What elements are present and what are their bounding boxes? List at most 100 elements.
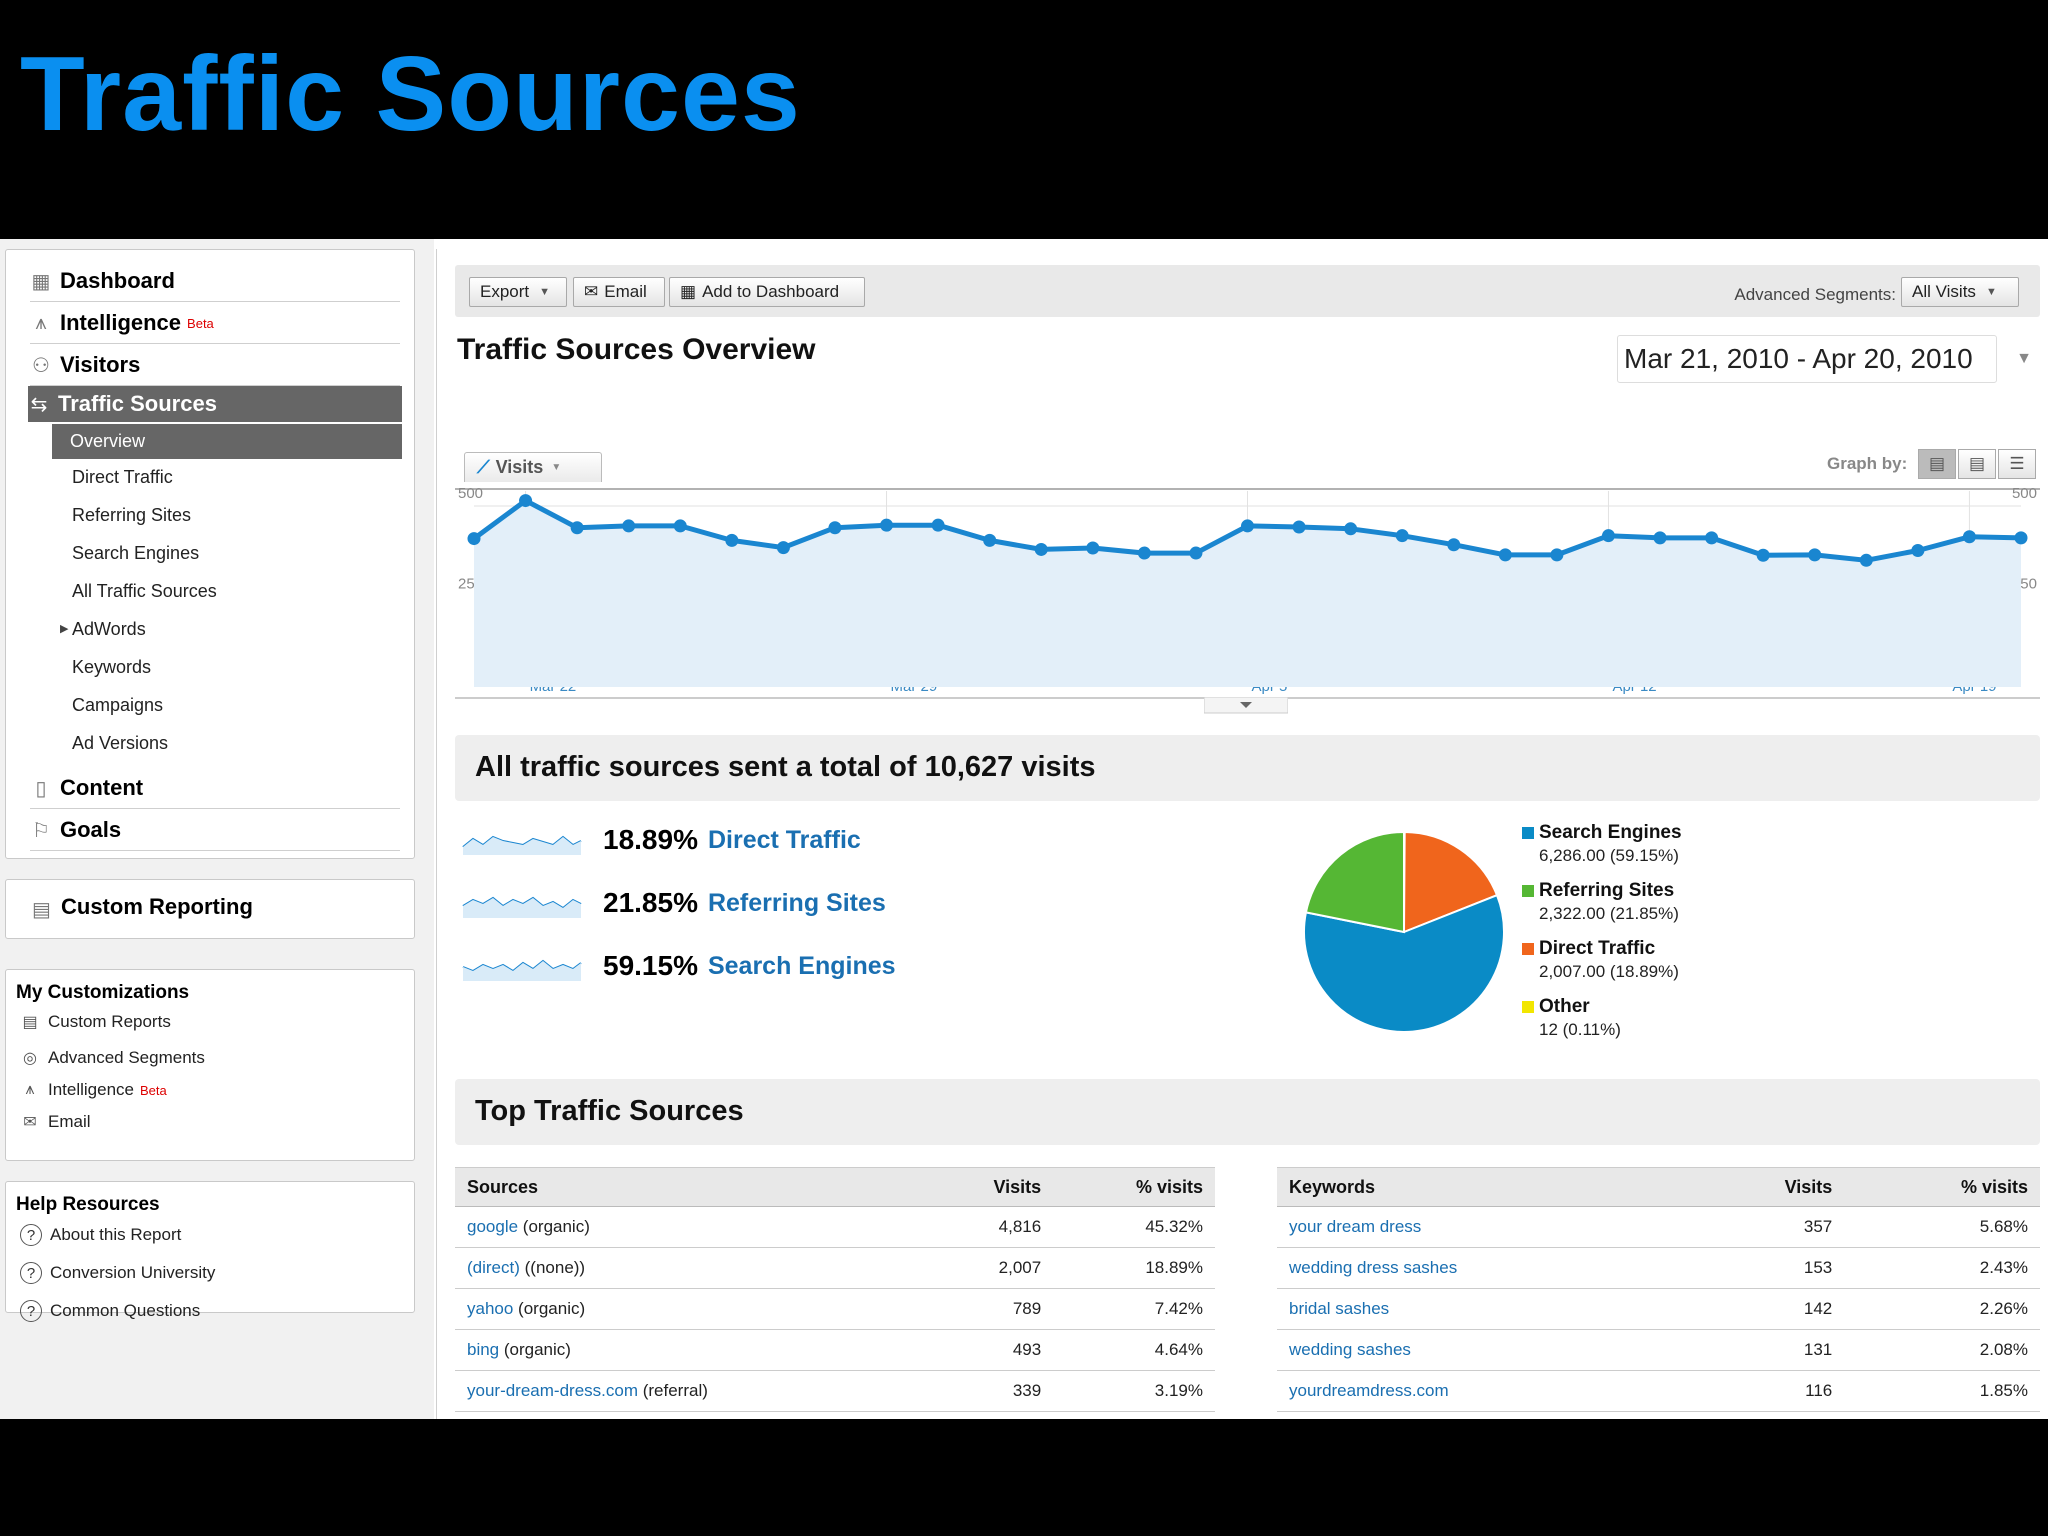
sub-keywords[interactable]: Keywords (72, 657, 152, 677)
segments-select[interactable]: All Visits ▼ (1901, 277, 2019, 307)
nav-content[interactable]: ▯ Content (30, 768, 400, 809)
person-icon: ⚇ (32, 354, 50, 377)
advanced-segments-link[interactable]: ◎ Advanced Segments (20, 1048, 205, 1068)
add-to-dashboard-button[interactable]: ▦ Add to Dashboard (669, 277, 865, 307)
cell-name: bing (organic) (455, 1329, 926, 1371)
sub-adwords[interactable]: ▶ AdWords (60, 614, 146, 644)
cell-pct: 4.64% (1053, 1329, 1215, 1371)
data-point (1911, 544, 1925, 558)
help-resources-title: Help Resources (16, 1194, 160, 1215)
custom-reports-link[interactable]: ▤ Custom Reports (20, 1012, 171, 1032)
sub-all-traffic-sources[interactable]: All Traffic Sources (72, 581, 217, 601)
chevron-down-icon (1240, 702, 1252, 708)
col-header-sources[interactable]: Sources (455, 1167, 926, 1207)
nav-traffic-sources[interactable]: ⇆ Traffic Sources (28, 386, 402, 422)
cell-pct: 5.68% (1844, 1206, 2040, 1248)
row-link[interactable]: yahoo (467, 1299, 514, 1318)
nav-intelligence[interactable]: ⩚ Intelligence Beta (30, 303, 400, 344)
help-icon: ? (20, 1300, 42, 1322)
row-link[interactable]: google (467, 1217, 519, 1236)
pie-slice-referring-sites (1304, 830, 1405, 934)
sub-referring-sites[interactable]: Referring Sites (72, 505, 192, 525)
select-value: All Visits (1912, 282, 1976, 301)
top-sources-title: Top Traffic Sources (475, 1095, 744, 1127)
cell-name: wedding dress sashes (1277, 1247, 1691, 1289)
data-point (828, 521, 842, 535)
referring-sites-link[interactable]: Referring Sites (707, 888, 886, 917)
envelope-icon: ✉ (23, 1114, 37, 1131)
data-point (931, 518, 945, 532)
conversion-university-link[interactable]: ? Conversion University (20, 1262, 215, 1284)
row-link[interactable]: bridal sashes (1289, 1299, 1390, 1318)
search-engines-link[interactable]: Search Engines (707, 951, 896, 980)
expand-triangle-icon[interactable]: ▶ (60, 623, 69, 635)
sub-direct-traffic[interactable]: Direct Traffic (72, 467, 173, 487)
sub-campaigns[interactable]: Campaigns (72, 695, 164, 715)
medium-label: (organic) (518, 1217, 590, 1236)
chevron-down-icon[interactable]: ▼ (2016, 350, 2032, 367)
chevron-down-icon: ▼ (1985, 286, 1997, 298)
spike-icon: ⩚ (35, 311, 47, 334)
cell-name: google (organic) (455, 1206, 926, 1248)
graph-by-month-button[interactable]: ☰ (1998, 449, 2036, 479)
row-link[interactable]: wedding sashes (1289, 1340, 1411, 1359)
export-button[interactable]: Export ▼ (469, 277, 567, 307)
graph-by-day-button[interactable]: ▤ (1918, 449, 1956, 479)
date-range-value: Mar 21, 2010 - Apr 20, 2010 (1624, 343, 1973, 374)
cell-visits: 131 (1690, 1329, 1845, 1371)
col-header-visits[interactable]: Visits (1690, 1167, 1845, 1207)
data-point (1395, 529, 1409, 543)
nav-dashboard[interactable]: ▦ Dashboard (30, 261, 400, 302)
col-header-keywords[interactable]: Keywords (1277, 1167, 1691, 1207)
legend-name: Direct Traffic (1539, 938, 1656, 959)
table-row: bing (organic) 493 4.64% (455, 1329, 1215, 1371)
sources-table: Sources Visits % visits google (organic)… (455, 1167, 1215, 1412)
col-header-pct[interactable]: % visits (1053, 1167, 1215, 1207)
data-point (1756, 548, 1770, 562)
direct-traffic-link[interactable]: Direct Traffic (707, 825, 861, 854)
about-report-link[interactable]: ? About this Report (20, 1224, 181, 1246)
date-range-picker[interactable]: Mar 21, 2010 - Apr 20, 2010 ▼ (1617, 335, 2032, 383)
item-label: Custom Reports (48, 1012, 171, 1031)
row-link[interactable]: wedding dress sashes (1289, 1258, 1458, 1277)
email-button[interactable]: ✉ Email (573, 277, 665, 307)
data-point (1086, 541, 1100, 555)
sub-search-engines[interactable]: Search Engines (72, 543, 200, 563)
email-link[interactable]: ✉ Email (20, 1112, 90, 1132)
data-point (1137, 546, 1151, 560)
common-questions-link[interactable]: ? Common Questions (20, 1300, 200, 1322)
legend-swatch (1522, 943, 1534, 955)
item-label: Common Questions (50, 1301, 201, 1320)
sub-overview[interactable]: Overview (52, 424, 402, 459)
cell-visits: 153 (1690, 1247, 1845, 1289)
table-row: yahoo (organic) 789 7.42% (455, 1288, 1215, 1330)
sub-ad-versions[interactable]: Ad Versions (72, 733, 169, 753)
graph-by-week-button[interactable]: ▤ (1958, 449, 1996, 479)
col-header-pct[interactable]: % visits (1844, 1167, 2040, 1207)
nav-visitors[interactable]: ⚇ Visitors (30, 345, 400, 386)
cell-visits: 116 (1690, 1370, 1845, 1412)
report-main: Export ▼ ✉ Email ▦ Add to Dashboard Advance… (436, 249, 2048, 1419)
data-point (2014, 531, 2028, 545)
nav-label: Goals (60, 817, 122, 842)
direct-sparkline (462, 835, 582, 855)
data-point (1498, 548, 1512, 562)
intelligence-link[interactable]: ⩚ Intelligence Beta (20, 1080, 166, 1100)
page-icon: ▯ (35, 777, 47, 800)
row-link[interactable]: (direct) (467, 1258, 520, 1277)
row-link[interactable]: your dream dress (1289, 1217, 1422, 1236)
data-point (1601, 529, 1615, 543)
search-sparkline (462, 959, 582, 981)
report-nav: ▦ Dashboard ⩚ Intelligence Beta ⚇ Visito… (5, 249, 415, 859)
legend-swatch (1522, 1001, 1534, 1013)
help-icon: ? (20, 1224, 42, 1246)
data-point (1653, 531, 1667, 545)
custom-reporting-link[interactable]: ▤ Custom Reporting (5, 879, 415, 939)
metric-selector[interactable]: ⟋ Visits ▼ (464, 452, 602, 482)
row-link[interactable]: yourdreamdress.com (1289, 1381, 1449, 1400)
chart-collapse-handle[interactable] (1204, 697, 1288, 715)
row-link[interactable]: bing (467, 1340, 500, 1359)
nav-goals[interactable]: ⚐ Goals (30, 810, 400, 851)
row-link[interactable]: your-dream-dress.com (467, 1381, 638, 1400)
col-header-visits[interactable]: Visits (925, 1167, 1054, 1207)
